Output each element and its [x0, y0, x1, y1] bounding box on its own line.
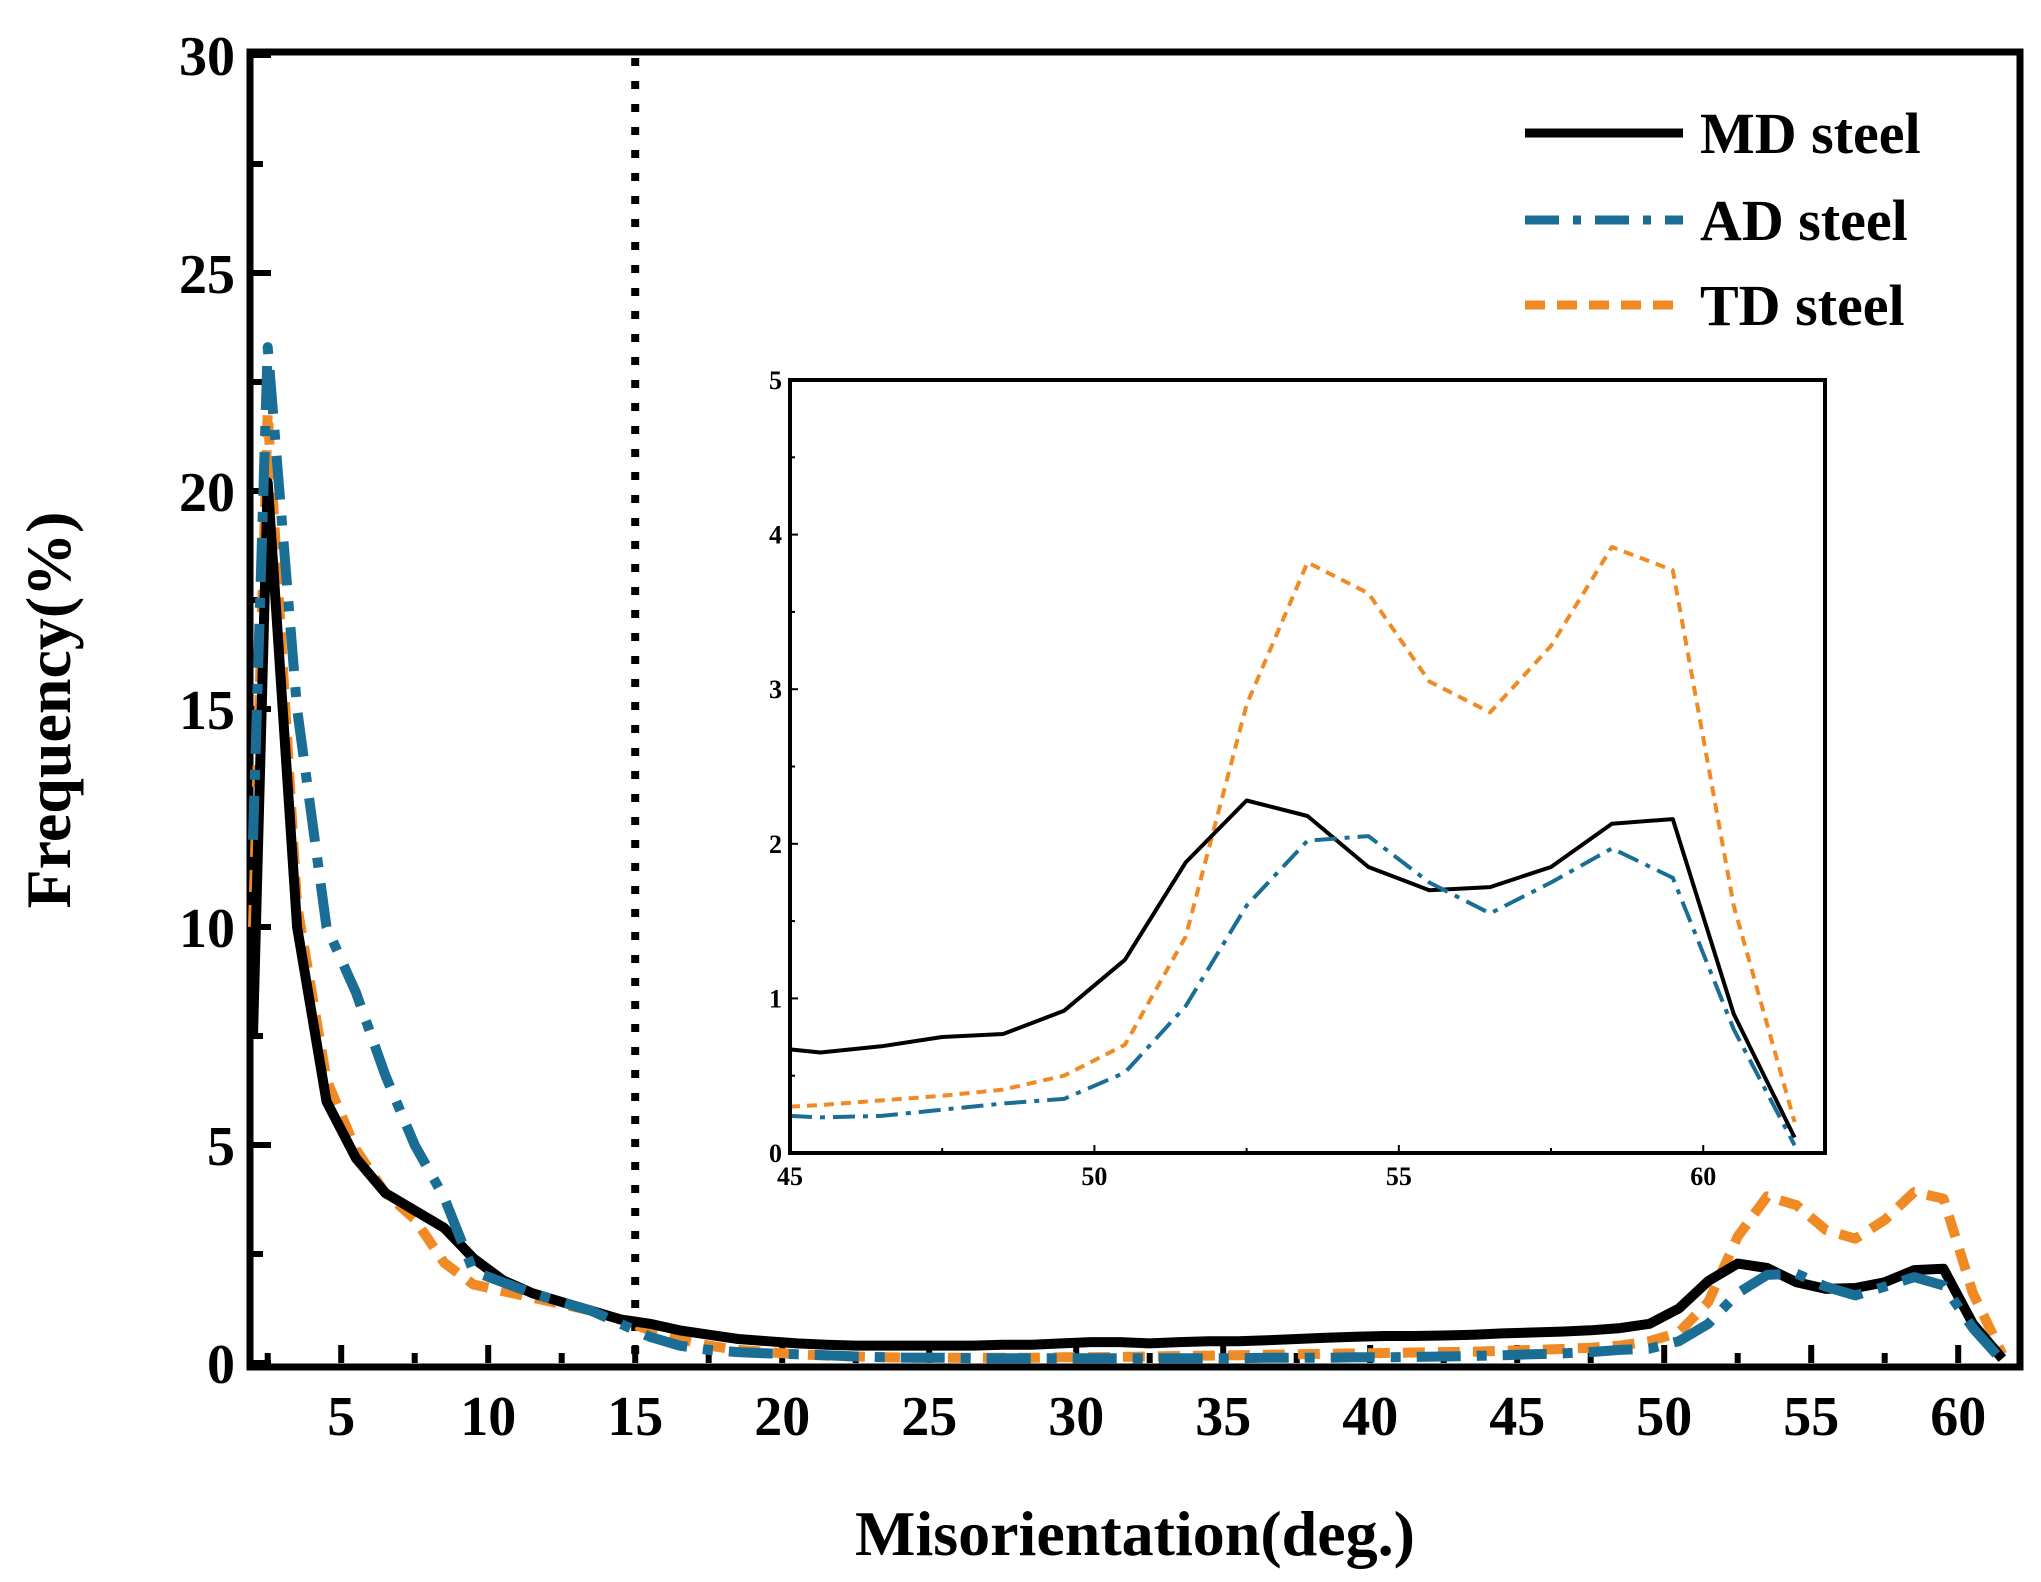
main-x-tick-label-60: 60 — [1930, 1386, 1986, 1448]
legend-label-md: MD steel — [1700, 101, 1921, 166]
inset-y-tick-label-3: 3 — [769, 675, 782, 704]
inset-x-tick-label-50: 50 — [1081, 1162, 1107, 1191]
main-y-tick-label-0: 0 — [207, 1334, 235, 1396]
inset-x-tick-label-55: 55 — [1386, 1162, 1412, 1191]
main-series-td-steel — [248, 407, 2007, 1363]
main-x-tick-label-5: 5 — [327, 1386, 355, 1448]
inset-series-ad-steel — [789, 834, 1797, 1147]
main-y-tick-label-25: 25 — [179, 244, 235, 306]
main-y-tick-label-10: 10 — [179, 898, 235, 960]
main-x-tick-label-45: 45 — [1489, 1386, 1545, 1448]
inset-background — [790, 380, 1825, 1153]
legend-label-td: TD steel — [1700, 273, 1905, 338]
inset-series-group — [789, 545, 1797, 1147]
y-axis-label: Frequency(%) — [13, 512, 84, 909]
inset-y-tick-label-2: 2 — [769, 830, 782, 859]
main-y-tick-label-15: 15 — [179, 680, 235, 742]
main-x-tick-label-55: 55 — [1783, 1386, 1839, 1448]
inset-y-tick-label-4: 4 — [769, 521, 782, 550]
main-series-group — [248, 342, 2007, 1365]
legend-label-ad: AD steel — [1700, 188, 1908, 253]
main-x-tick-label-15: 15 — [607, 1386, 663, 1448]
inset-series-td-steel — [789, 545, 1797, 1123]
x-axis-label: Misorientation(deg.) — [855, 1498, 1415, 1569]
inset-x-tick-label-60: 60 — [1690, 1162, 1716, 1191]
main-x-tick-label-35: 35 — [1195, 1386, 1251, 1448]
main-plot-frame — [246, 48, 2024, 1371]
inset-y-tick-label-5: 5 — [769, 366, 782, 395]
inset-plot-frame — [788, 378, 1827, 1155]
inset-x-tick-label-45: 45 — [777, 1162, 803, 1191]
main-y-tick-label-30: 30 — [179, 26, 235, 88]
main-y-tick-label-5: 5 — [207, 1116, 235, 1178]
main-x-tick-label-30: 30 — [1048, 1386, 1104, 1448]
legend: MD steel AD steel TD steel — [1525, 101, 1921, 338]
main-series-md-steel — [248, 477, 2007, 1362]
main-series-ad-steel — [248, 342, 2007, 1365]
main-x-tick-label-40: 40 — [1342, 1386, 1398, 1448]
inset-y-tick-label-1: 1 — [769, 984, 782, 1013]
inset-y-tick-label-0: 0 — [769, 1139, 782, 1168]
main-y-tick-label-20: 20 — [179, 462, 235, 524]
main-x-tick-label-10: 10 — [460, 1386, 516, 1448]
main-x-tick-label-50: 50 — [1636, 1386, 1692, 1448]
main-x-tick-label-25: 25 — [901, 1386, 957, 1448]
main-x-tick-label-20: 20 — [754, 1386, 810, 1448]
inset-series-md-steel — [789, 798, 1797, 1139]
